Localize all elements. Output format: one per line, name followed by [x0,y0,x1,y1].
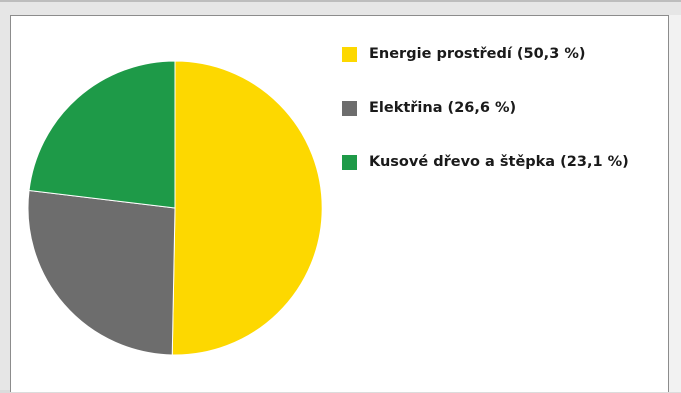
pie-slice-3 [28,60,176,209]
legend-item-2: Elektřina (26,6 %) [342,98,629,118]
pie-slice-2 [27,189,176,356]
pie-chart [27,60,323,356]
legend-swatch [342,46,357,62]
chart-area: Energie prostředí (50,3 %) Elektřina (26,… [10,15,669,392]
window-edge [669,15,681,392]
legend-label: Elektřina (26,6 %) [369,100,517,116]
legend-swatch [342,100,357,116]
legend-item-1: Energie prostředí (50,3 %) [342,44,629,64]
legend: Energie prostředí (50,3 %) Elektřina (26,… [342,44,629,206]
legend-item-3: Kusové dřevo a štěpka (23,1 %) [342,152,629,172]
legend-label: Kusové dřevo a štěpka (23,1 %) [369,154,629,170]
legend-label: Energie prostředí (50,3 %) [369,46,586,62]
pie-slice-1 [171,60,323,356]
legend-swatch [342,154,357,170]
